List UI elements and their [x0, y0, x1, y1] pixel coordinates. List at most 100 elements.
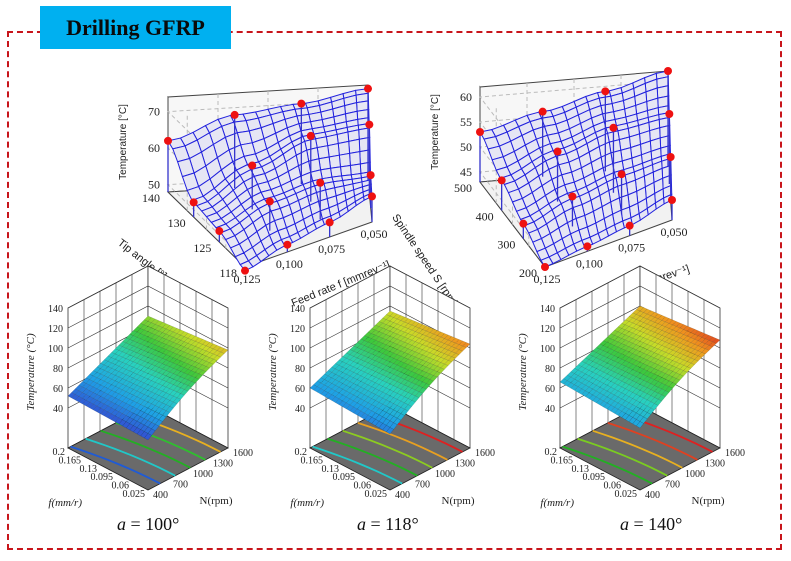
surface-plot-angle-100: 40 60 80 100 120 140 0.20.1650.130.0950.060.02…	[25, 265, 253, 509]
data-point	[368, 192, 376, 201]
data-point	[265, 197, 274, 206]
z-tick-label: 100	[48, 344, 63, 355]
z-tick-label: 120	[290, 324, 305, 335]
x-tick-label: 0,050	[361, 227, 388, 241]
data-point	[248, 161, 257, 170]
n-tick-label: 400	[645, 490, 660, 501]
data-point	[665, 110, 674, 118]
z-tick-label: 50	[148, 178, 160, 192]
z-tick-label: 80	[295, 364, 305, 375]
y-tick-label: 300	[497, 238, 515, 252]
mesh-cell	[339, 164, 352, 177]
contour-line	[577, 437, 668, 477]
f-tick-label: 0.2	[545, 447, 558, 458]
y-tick-label: 500	[454, 181, 472, 195]
mesh-cell	[359, 149, 371, 165]
y-tick-label: 200	[519, 266, 537, 280]
data-point	[664, 67, 672, 75]
z-axis-label: Temperature (°C)	[25, 333, 37, 411]
n-tick-label: 1600	[725, 448, 745, 459]
data-point	[497, 176, 506, 185]
z-axis-label: Temperature (°C)	[517, 333, 529, 411]
caption-var: a	[620, 514, 629, 534]
data-point	[541, 263, 549, 271]
caption-value: = 140°	[629, 514, 683, 534]
data-point	[230, 110, 239, 119]
f-tick-label: 0.095	[333, 472, 356, 483]
z-tick-label: 100	[540, 344, 555, 355]
data-point	[325, 218, 334, 227]
contour-line	[85, 437, 176, 477]
z-tick-label: 50	[460, 140, 472, 154]
x-tick-label: 0,125	[534, 272, 561, 286]
data-point	[568, 192, 577, 201]
z-tick-label: 60	[295, 384, 305, 395]
data-point	[553, 147, 562, 156]
n-tick-label: 1000	[193, 469, 213, 480]
mesh-cell	[337, 140, 351, 156]
data-point	[164, 136, 172, 145]
mesh-cell	[327, 142, 340, 158]
n-tick-label: 1000	[435, 469, 455, 480]
z-tick-label: 60	[460, 90, 472, 104]
contour-line	[607, 422, 698, 461]
z-tick-label: 55	[460, 115, 472, 129]
f-tick-label: 0.165	[301, 455, 324, 466]
x-tick-label: 0,125	[234, 272, 261, 286]
data-point	[364, 84, 372, 93]
data-point	[189, 198, 198, 207]
z-tick-label: 60	[148, 141, 160, 155]
figure-frame	[7, 31, 782, 550]
z-tick-label: 120	[540, 324, 555, 335]
data-point	[297, 99, 306, 108]
z-tick-label: 140	[540, 304, 555, 315]
data-point	[306, 131, 315, 140]
surface-plot-angle-140: 40 60 80 100 120 140 0.20.1650.130.0950.060.02…	[517, 265, 745, 509]
f-axis-label: f(mm/r)	[540, 497, 574, 509]
response-surface	[67, 315, 229, 441]
f-tick-label: 0.025	[365, 489, 388, 500]
f-tick-label: 0.2	[295, 447, 308, 458]
contour-line	[592, 429, 683, 469]
grid-line	[67, 265, 229, 309]
z-axis-label: Temperature [°C]	[118, 104, 129, 180]
f-tick-label: 0.025	[615, 489, 638, 500]
n-tick-label: 1300	[213, 459, 233, 470]
caption-value: = 100°	[126, 514, 180, 534]
z-tick-label: 80	[53, 364, 63, 375]
data-point	[365, 120, 374, 129]
f-tick-label: 0.13	[80, 464, 98, 475]
z-axis-label: Temperature [°C]	[430, 94, 441, 170]
f-tick-label: 0.095	[583, 472, 606, 483]
data-point	[538, 107, 547, 116]
response-surface	[559, 305, 721, 429]
f-axis-label: f(mm/r)	[290, 497, 324, 509]
y-tick-label: 140	[142, 191, 160, 205]
contour-line	[342, 429, 433, 469]
z-tick-label: 120	[48, 324, 63, 335]
z-tick-label: 70	[148, 105, 160, 119]
title-badge: Drilling GFRP	[40, 6, 231, 49]
f-tick-label: 0.165	[551, 455, 574, 466]
y-tick-label: 400	[476, 209, 494, 223]
caption-angle-118: a = 118°	[357, 514, 419, 535]
n-tick-label: 1300	[455, 459, 475, 470]
z-tick-label: 80	[545, 364, 555, 375]
grid-line	[309, 285, 471, 329]
data-point	[241, 266, 249, 275]
z-tick-label: 140	[48, 304, 63, 315]
n-tick-label: 700	[665, 480, 680, 491]
z-tick-label: 45	[460, 165, 472, 179]
contour-line	[100, 429, 191, 469]
z-tick-label: 40	[53, 404, 63, 415]
grid-line	[67, 305, 229, 349]
z-tick-label: 140	[290, 304, 305, 315]
n-tick-label: 700	[415, 480, 430, 491]
f-tick-label: 0.025	[123, 489, 146, 500]
n-tick-label: 1600	[233, 448, 253, 459]
data-point	[601, 87, 610, 96]
response-surface	[309, 310, 471, 435]
data-point	[666, 153, 675, 161]
surface-cell	[220, 348, 229, 354]
n-tick-label: 700	[173, 480, 188, 491]
